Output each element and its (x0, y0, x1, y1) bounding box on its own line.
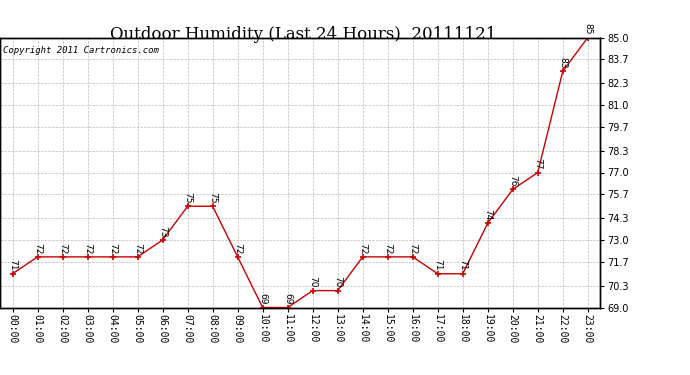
Text: 72: 72 (108, 243, 117, 254)
Text: Outdoor Humidity (Last 24 Hours)  20111121: Outdoor Humidity (Last 24 Hours) 2011112… (110, 26, 497, 43)
Text: 72: 72 (58, 243, 67, 254)
Text: 74: 74 (483, 209, 492, 220)
Text: 71: 71 (433, 260, 442, 271)
Text: 72: 72 (83, 243, 92, 254)
Text: 72: 72 (383, 243, 392, 254)
Text: 75: 75 (183, 192, 192, 204)
Text: 69: 69 (258, 293, 267, 305)
Text: 69: 69 (283, 293, 292, 305)
Text: 77: 77 (533, 158, 542, 170)
Text: 83: 83 (558, 57, 567, 69)
Text: 76: 76 (509, 175, 518, 187)
Text: 72: 72 (33, 243, 42, 254)
Text: 70: 70 (333, 276, 342, 288)
Text: 72: 72 (233, 243, 242, 254)
Text: 72: 72 (408, 243, 417, 254)
Text: 72: 72 (133, 243, 142, 254)
Text: 72: 72 (358, 243, 367, 254)
Text: Copyright 2011 Cartronics.com: Copyright 2011 Cartronics.com (3, 46, 159, 55)
Text: 85: 85 (583, 23, 592, 35)
Text: 70: 70 (308, 276, 317, 288)
Text: 71: 71 (458, 260, 467, 271)
Text: 73: 73 (158, 226, 167, 237)
Text: 75: 75 (208, 192, 217, 204)
Text: 71: 71 (8, 260, 17, 271)
